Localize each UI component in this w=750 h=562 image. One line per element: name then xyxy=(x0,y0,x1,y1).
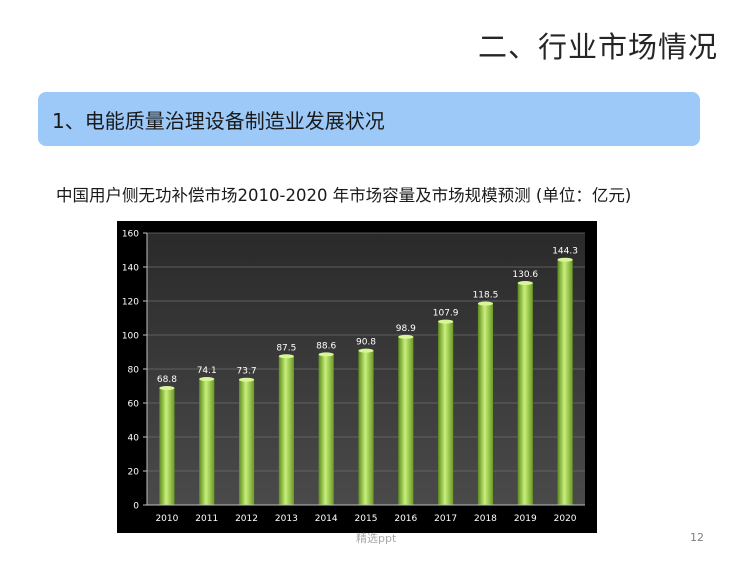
bar-top-2016 xyxy=(398,334,414,339)
chart-svg: 68.8 74.1 73.7 87.5 88.6 90.8 98.9 107.9 118.5 13… xyxy=(122,230,585,524)
bar-2012 xyxy=(238,379,255,505)
x-tick-label: 2016 xyxy=(394,514,417,524)
y-tick-label: 20 xyxy=(128,468,140,478)
footer-watermark: 精选ppt xyxy=(356,532,397,545)
data-label: 90.8 xyxy=(356,338,376,348)
data-label: 74.1 xyxy=(197,366,217,376)
data-label: 107.9 xyxy=(433,309,459,319)
y-tick-label: 40 xyxy=(128,434,140,444)
data-label: 118.5 xyxy=(473,291,499,301)
bar-2018 xyxy=(477,303,494,505)
x-tick-label: 2010 xyxy=(155,514,178,524)
bar-top-2015 xyxy=(358,348,374,353)
data-label: 73.7 xyxy=(237,367,257,377)
x-tick-label: 2020 xyxy=(554,514,577,524)
bar-top-2010 xyxy=(159,386,175,391)
x-tick-label: 2012 xyxy=(235,514,258,524)
chart-title: 中国用户侧无功补偿市场2010-2020 年市场容量及市场规模预测 (单位：亿元… xyxy=(56,186,632,205)
y-tick-label: 120 xyxy=(122,298,139,308)
bar-2011 xyxy=(199,379,215,505)
x-tick-label: 2011 xyxy=(195,514,218,524)
page-number: 12 xyxy=(690,531,704,544)
data-label: 88.6 xyxy=(316,341,336,351)
x-tick-label: 2014 xyxy=(315,514,338,524)
data-label: 144.3 xyxy=(552,247,578,257)
y-tick-label: 0 xyxy=(133,502,139,512)
data-label: 98.9 xyxy=(396,324,416,334)
x-tick-label: 2013 xyxy=(275,514,298,524)
banner-text: 1、电能质量治理设备制造业发展状况 xyxy=(52,109,385,133)
bar-top-2018 xyxy=(477,301,494,306)
bar-2013 xyxy=(278,356,294,505)
bar-top-2017 xyxy=(438,319,454,324)
x-tick-label: 2015 xyxy=(355,514,378,524)
bar-2010 xyxy=(159,388,175,505)
y-tick-label: 80 xyxy=(128,366,140,376)
y-tick-label: 160 xyxy=(122,230,139,240)
bar-top-2013 xyxy=(278,354,294,359)
bar-top-2012 xyxy=(238,377,255,382)
x-tick-label: 2017 xyxy=(434,514,457,524)
bar-2015 xyxy=(358,350,374,505)
bar-top-2020 xyxy=(557,257,573,262)
data-label: 130.6 xyxy=(512,270,538,280)
subtitle-banner: 1、电能质量治理设备制造业发展状况 xyxy=(38,92,700,146)
section-title: 二、行业市场情况 xyxy=(477,30,718,64)
x-tick-label: 2018 xyxy=(474,514,497,524)
y-tick-label: 100 xyxy=(122,332,139,342)
bar-2014 xyxy=(318,354,334,505)
bar-2019 xyxy=(517,282,533,505)
y-tick-label: 60 xyxy=(128,400,140,410)
bar-2020 xyxy=(557,259,573,505)
bar-top-2011 xyxy=(199,377,215,382)
bar-chart: 68.8 74.1 73.7 87.5 88.6 90.8 98.9 107.9 118.5 13… xyxy=(117,221,597,533)
bar-top-2019 xyxy=(517,280,533,285)
data-label: 68.8 xyxy=(157,375,177,385)
bar-2016 xyxy=(398,336,414,505)
y-tick-label: 140 xyxy=(122,264,139,274)
x-tick-label: 2019 xyxy=(514,514,537,524)
data-label: 87.5 xyxy=(276,343,296,353)
bar-top-2014 xyxy=(318,352,334,357)
bar-2017 xyxy=(438,321,454,505)
